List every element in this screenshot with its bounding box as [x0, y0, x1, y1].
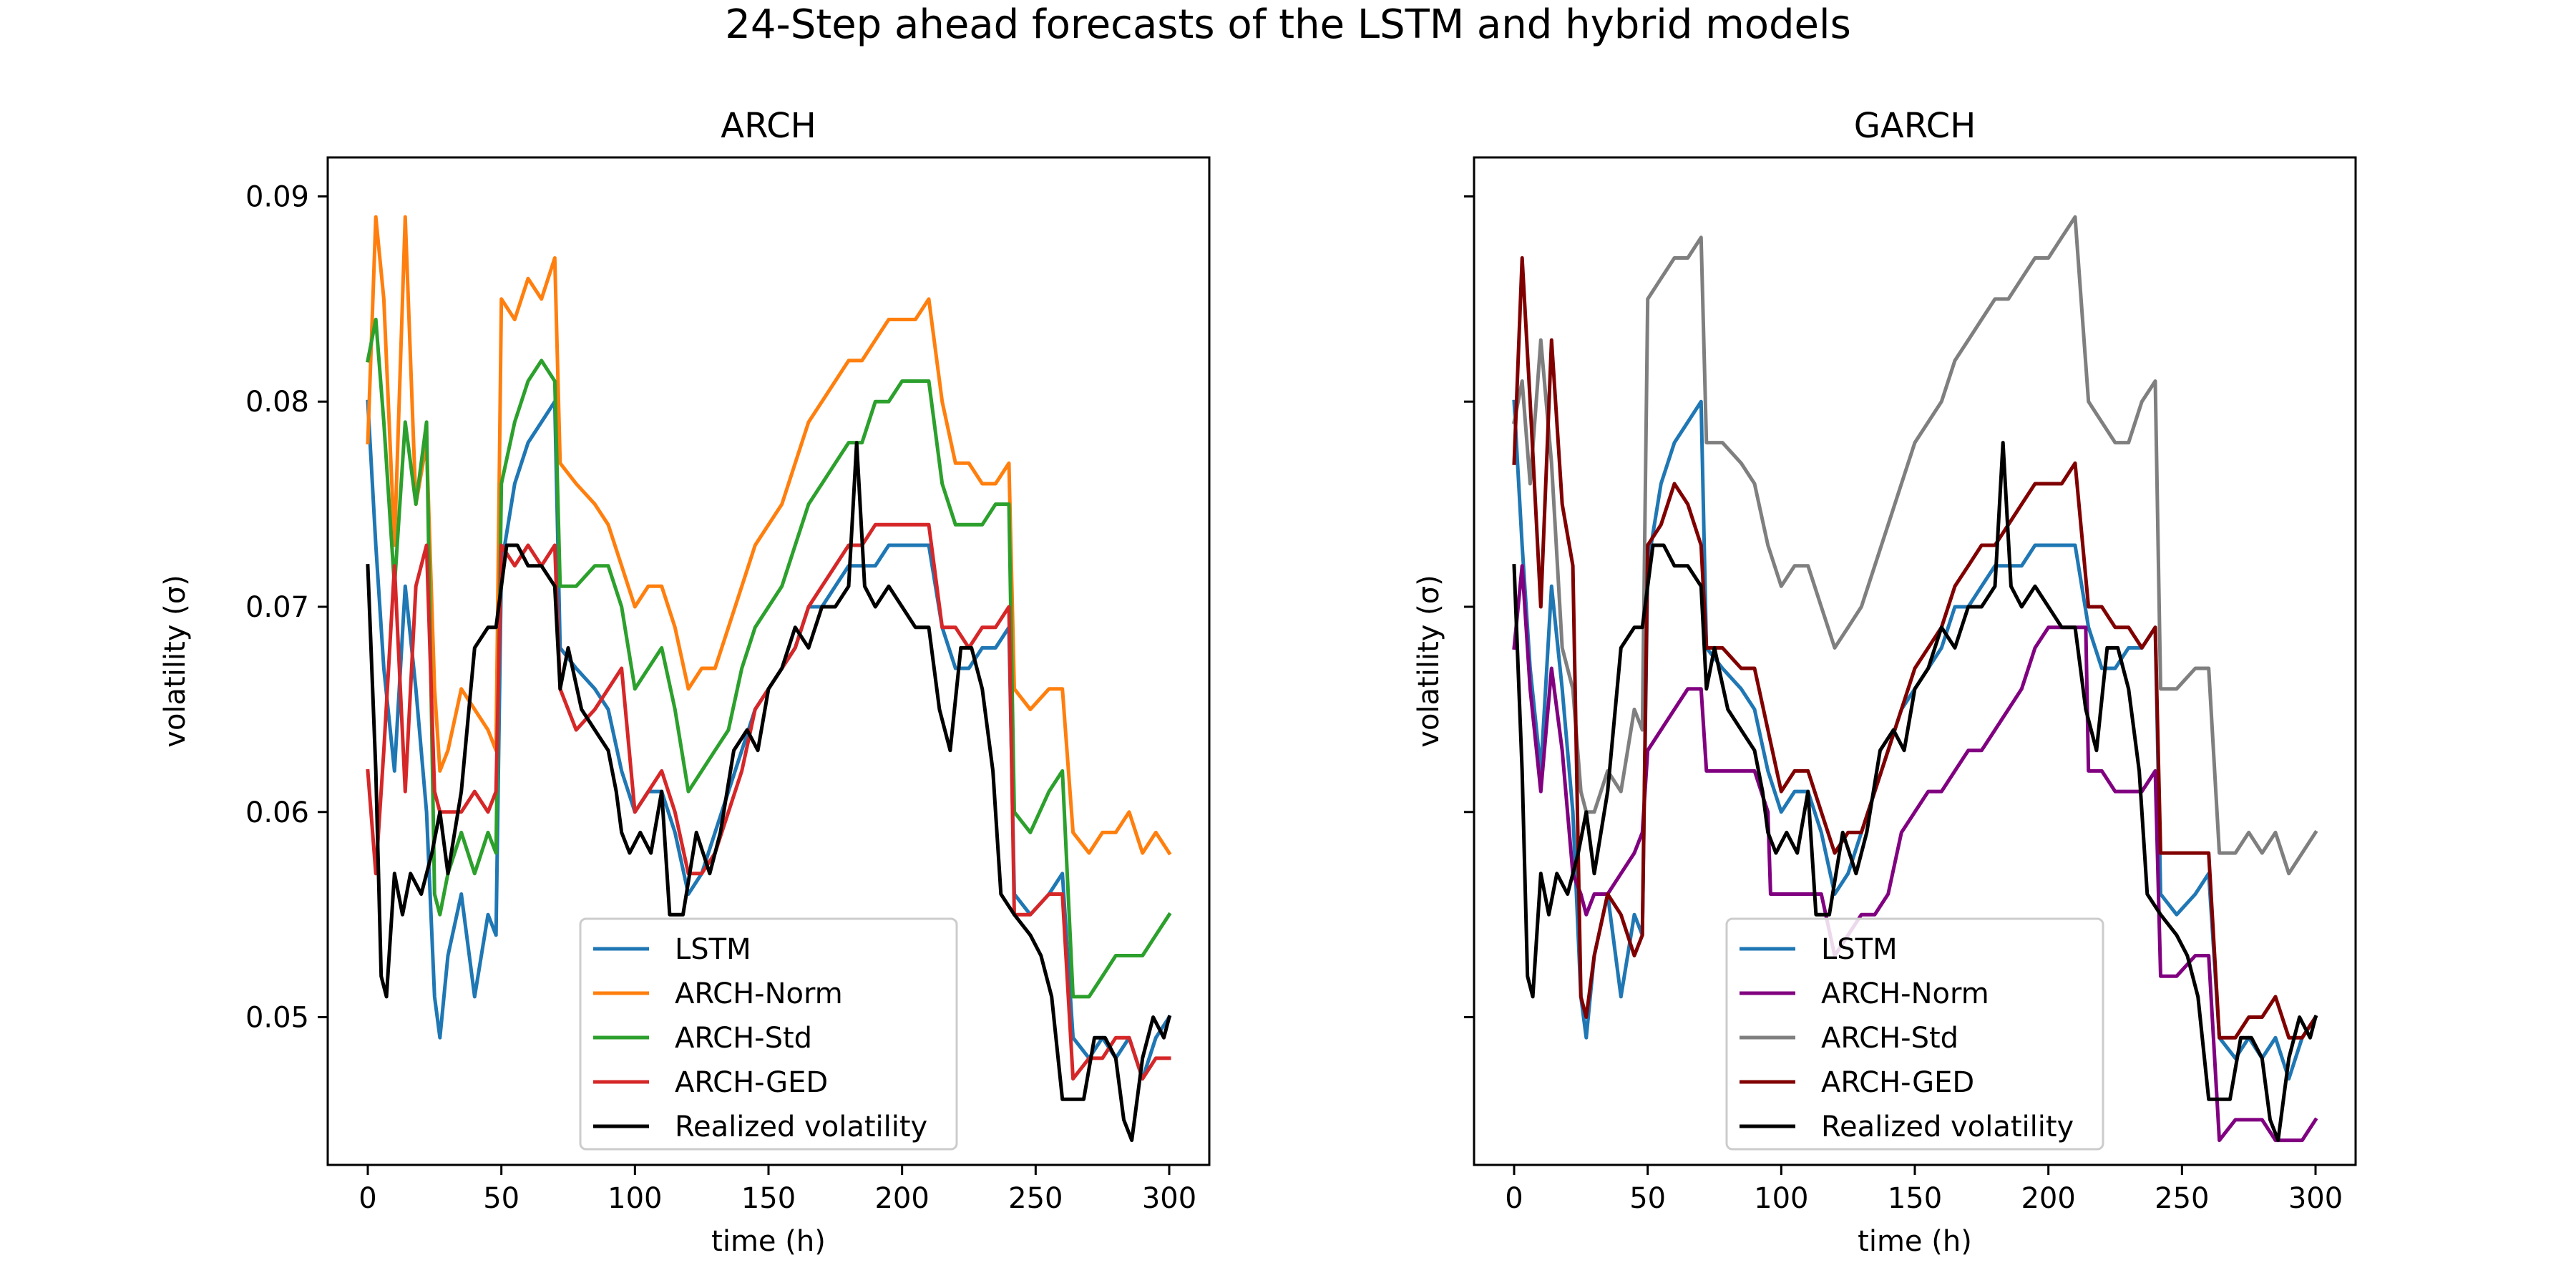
x-tick-label: 300: [1142, 1182, 1196, 1215]
legend-label-realized-volatility: Realized volatility: [1821, 1111, 2074, 1143]
x-tick-label: 300: [2288, 1182, 2343, 1215]
legend-label-arch-std: ARCH-Std: [1821, 1022, 1958, 1055]
y-axis-label: volatility (σ): [159, 575, 192, 747]
subplot-title: GARCH: [1854, 106, 1976, 146]
legend-label-arch-ged: ARCH-GED: [675, 1066, 828, 1099]
chart-panel-garch: 0 50 100 150 200 250 300 GARCH time (h) volatilit…: [1413, 106, 2357, 1258]
x-tick-label: 250: [2155, 1182, 2209, 1215]
x-tick-label: 250: [1008, 1182, 1063, 1215]
series-group: [366, 215, 1172, 1143]
x-tick-label: 50: [1629, 1182, 1666, 1215]
x-tick-label: 50: [483, 1182, 519, 1215]
x-tick-label: 200: [874, 1182, 929, 1215]
legend: LSTM ARCH-Norm ARCH-Std ARCH-GED Realized vo…: [579, 917, 958, 1151]
y-tick-label: 0.08: [245, 386, 309, 419]
x-axis-label: time (h): [1858, 1225, 1972, 1258]
subplot-title: ARCH: [721, 106, 816, 146]
series-line-arch-norm: [1512, 564, 2318, 1143]
series-line-arch-std: [1512, 215, 2318, 876]
legend-label-realized-volatility: Realized volatility: [675, 1111, 927, 1143]
y-tick-label: 0.05: [245, 1002, 309, 1035]
legend-label-arch-norm: ARCH-Norm: [675, 977, 843, 1010]
x-tick-label: 150: [741, 1182, 796, 1215]
y-axis-label: volatility (σ): [1413, 575, 1445, 747]
x-tick-label: 200: [2021, 1182, 2075, 1215]
series-line-realized-volatility: [1512, 441, 2318, 1143]
series-line-arch-ged: [366, 522, 1171, 1081]
series-line-arch-norm: [366, 215, 1172, 856]
y-tick-label: 0.06: [245, 796, 309, 829]
legend-label-arch-ged: ARCH-GED: [1821, 1066, 1974, 1099]
x-tick-label: 100: [608, 1182, 662, 1215]
x-tick-label: 0: [358, 1182, 376, 1215]
chart-panel-arch: 0 50 100 150 200 250 300 0.05 0.06 0.07 0.08 0.09 AR…: [159, 106, 1211, 1258]
y-tick-label: 0.09: [245, 180, 309, 213]
legend: LSTM ARCH-Norm ARCH-Std ARCH-GED Realized vo…: [1725, 917, 2104, 1151]
figure-title: 24-Step ahead forecasts of the LSTM and …: [725, 1, 1851, 48]
x-tick-label: 100: [1754, 1182, 1808, 1215]
legend-label-arch-std: ARCH-Std: [675, 1022, 812, 1055]
series-group: [1512, 215, 2318, 1143]
series-line-realized-volatility: [366, 441, 1172, 1143]
x-tick-label: 150: [1888, 1182, 1942, 1215]
legend-label-arch-norm: ARCH-Norm: [1821, 977, 1989, 1010]
series-line-arch-std: [366, 318, 1172, 999]
legend-box: [1725, 917, 2104, 1151]
legend-box: [579, 917, 958, 1151]
legend-label-lstm: LSTM: [675, 933, 751, 966]
y-tick-label: 0.07: [245, 591, 309, 624]
legend-label-lstm: LSTM: [1821, 933, 1898, 966]
series-line-arch-ged: [1512, 256, 2318, 1040]
x-tick-label: 0: [1505, 1182, 1523, 1215]
series-line-lstm: [366, 399, 1172, 1081]
x-axis-label: time (h): [711, 1225, 826, 1258]
